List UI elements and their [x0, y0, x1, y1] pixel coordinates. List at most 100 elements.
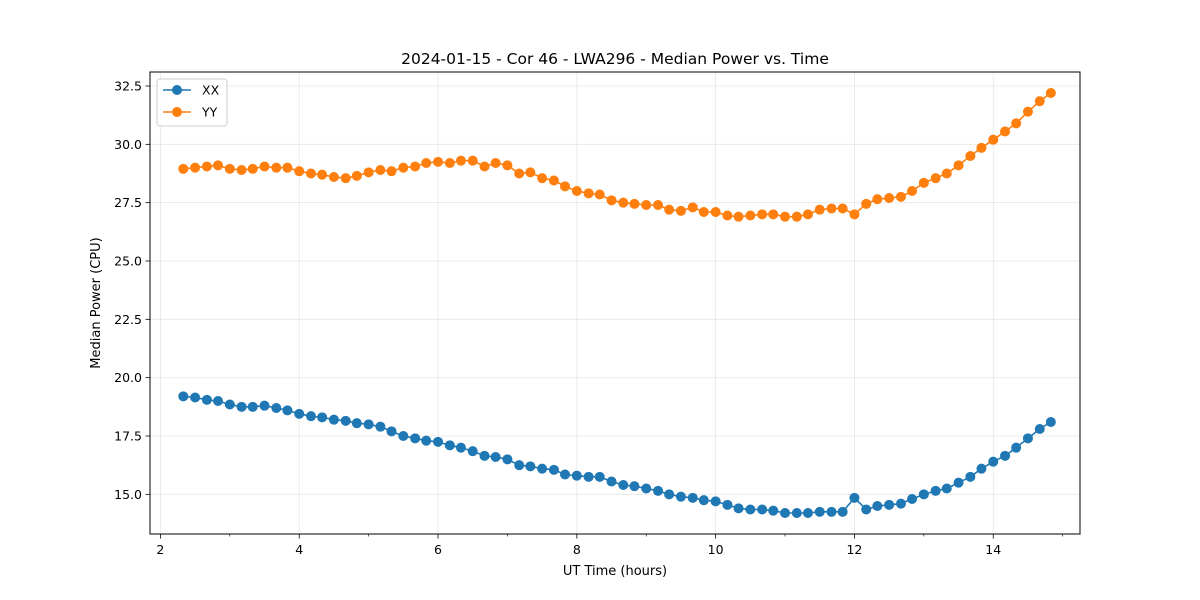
data-point-xx — [190, 392, 201, 403]
grid — [150, 72, 1080, 534]
data-point-yy — [317, 169, 328, 180]
data-point-yy — [294, 166, 305, 177]
series-layer — [178, 88, 1056, 518]
data-point-yy — [571, 186, 582, 196]
series-yy — [178, 88, 1056, 222]
y-tick-label: 15.0 — [114, 487, 142, 502]
data-point-yy — [410, 161, 421, 172]
data-point-xx — [941, 483, 952, 494]
data-point-xx — [976, 463, 987, 474]
data-point-yy — [455, 155, 466, 166]
data-point-xx — [1045, 417, 1056, 427]
x-tick-label: 8 — [573, 542, 581, 557]
legend-marker — [172, 107, 182, 117]
data-point-xx — [213, 396, 224, 406]
data-point-yy — [271, 162, 282, 173]
x-tick-label: 6 — [434, 542, 442, 557]
data-point-yy — [687, 202, 698, 213]
data-point-xx — [525, 461, 536, 472]
data-point-yy — [236, 165, 247, 175]
data-point-yy — [907, 186, 918, 196]
data-point-xx — [757, 504, 768, 515]
data-point-xx — [641, 483, 652, 494]
data-point-yy — [560, 181, 571, 192]
data-point-yy — [259, 161, 270, 172]
legend-label: XX — [202, 83, 220, 98]
data-point-yy — [884, 193, 895, 203]
data-point-yy — [1034, 96, 1045, 107]
data-point-xx — [653, 485, 664, 496]
data-point-xx — [282, 405, 293, 416]
data-point-xx — [837, 506, 848, 517]
data-point-yy — [664, 204, 675, 215]
y-axis: 15.0 17.5 20.0 22.5 25.0 27.5 30.0 32.5 — [114, 79, 150, 502]
data-point-yy — [490, 158, 501, 168]
data-point-xx — [768, 505, 779, 516]
data-point-xx — [583, 471, 594, 482]
y-tick-label: 17.5 — [114, 429, 142, 444]
data-point-yy — [282, 162, 293, 173]
data-point-xx — [802, 508, 813, 518]
x-tick-label: 2 — [156, 542, 164, 557]
data-point-yy — [826, 203, 837, 214]
data-point-xx — [490, 452, 501, 462]
data-point-xx — [433, 436, 444, 447]
data-point-yy — [722, 210, 733, 221]
data-point-yy — [1022, 106, 1033, 117]
legend-marker — [172, 85, 182, 95]
data-point-xx — [1000, 450, 1011, 461]
data-point-yy — [653, 200, 664, 210]
data-point-yy — [514, 168, 525, 179]
data-point-yy — [479, 161, 490, 172]
data-point-yy — [328, 172, 339, 182]
y-axis-label: Median Power (CPU) — [89, 237, 104, 368]
x-tick-label: 12 — [846, 542, 862, 557]
data-point-yy — [201, 161, 212, 172]
data-point-yy — [386, 166, 397, 177]
x-tick-label: 10 — [708, 542, 724, 557]
legend-label: YY — [201, 105, 218, 120]
data-point-yy — [918, 177, 929, 188]
data-point-xx — [363, 419, 374, 430]
data-point-xx — [814, 506, 825, 517]
data-point-xx — [907, 494, 918, 504]
data-point-yy — [224, 163, 235, 174]
legend-item-xx: XX — [163, 83, 220, 98]
data-point-yy — [872, 194, 883, 205]
data-point-yy — [444, 158, 455, 168]
data-point-xx — [444, 440, 455, 451]
data-point-yy — [363, 167, 374, 178]
data-point-yy — [710, 207, 721, 217]
data-point-xx — [733, 503, 744, 514]
data-point-yy — [178, 163, 189, 174]
data-point-yy — [745, 210, 756, 221]
data-point-yy — [351, 170, 362, 181]
data-point-yy — [965, 151, 976, 161]
data-point-xx — [618, 480, 629, 490]
data-point-xx — [537, 463, 548, 474]
data-point-yy — [398, 162, 409, 173]
chart-title: 2024-01-15 - Cor 46 - LWA296 - Median Po… — [401, 50, 829, 68]
data-point-xx — [502, 454, 513, 465]
data-point-yy — [467, 155, 478, 166]
data-point-yy — [941, 168, 952, 179]
data-point-xx — [606, 476, 617, 487]
data-point-xx — [455, 442, 466, 453]
data-point-yy — [780, 211, 791, 222]
data-point-xx — [201, 394, 212, 405]
data-point-xx — [687, 492, 698, 503]
data-point-xx — [953, 477, 964, 488]
data-point-xx — [386, 426, 397, 437]
data-point-yy — [1045, 88, 1056, 98]
y-tick-label: 25.0 — [114, 254, 142, 269]
data-point-yy — [641, 200, 652, 210]
data-point-yy — [988, 134, 999, 145]
data-point-xx — [178, 391, 189, 402]
y-tick-label: 32.5 — [114, 79, 142, 94]
data-point-xx — [328, 414, 339, 425]
data-point-xx — [629, 481, 640, 492]
data-point-yy — [1000, 126, 1011, 137]
data-point-xx — [398, 431, 409, 441]
data-point-yy — [733, 211, 744, 222]
data-point-xx — [930, 485, 941, 496]
